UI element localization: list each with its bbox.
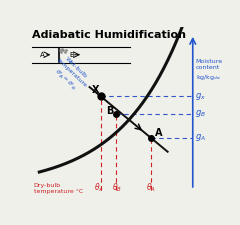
Text: $g_A$: $g_A$ [195,132,205,143]
Text: Adiabatic Humidification: Adiabatic Humidification [32,30,186,40]
Text: B: B [69,52,74,58]
Text: $g_B$: $g_B$ [195,108,206,119]
Text: $g_x$: $g_x$ [195,91,205,102]
Text: Moisture
content
kg/kg$_{da}$: Moisture content kg/kg$_{da}$ [196,59,223,82]
Text: $\theta_A$: $\theta_A$ [146,182,156,194]
Text: Dry-bulb
temperature °C: Dry-bulb temperature °C [34,183,83,194]
Text: X: X [91,85,99,95]
Text: A: A [40,52,45,58]
Text: $\theta_x$: $\theta_x$ [94,182,104,194]
Text: A: A [155,128,162,138]
Text: Wet-bulb
temperature
$\theta'_A = \theta'_B$: Wet-bulb temperature $\theta'_A = \theta… [48,53,92,97]
Text: B: B [106,106,114,116]
Text: $\theta_B$: $\theta_B$ [112,182,122,194]
